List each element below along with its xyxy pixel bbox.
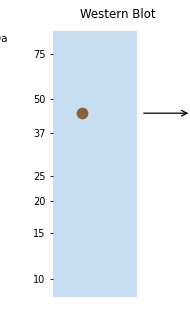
Point: [81, 111, 84, 116]
Text: Western Blot: Western Blot: [80, 8, 156, 21]
Bar: [53, 31, 137, 297]
Text: kDa: kDa: [0, 34, 7, 44]
